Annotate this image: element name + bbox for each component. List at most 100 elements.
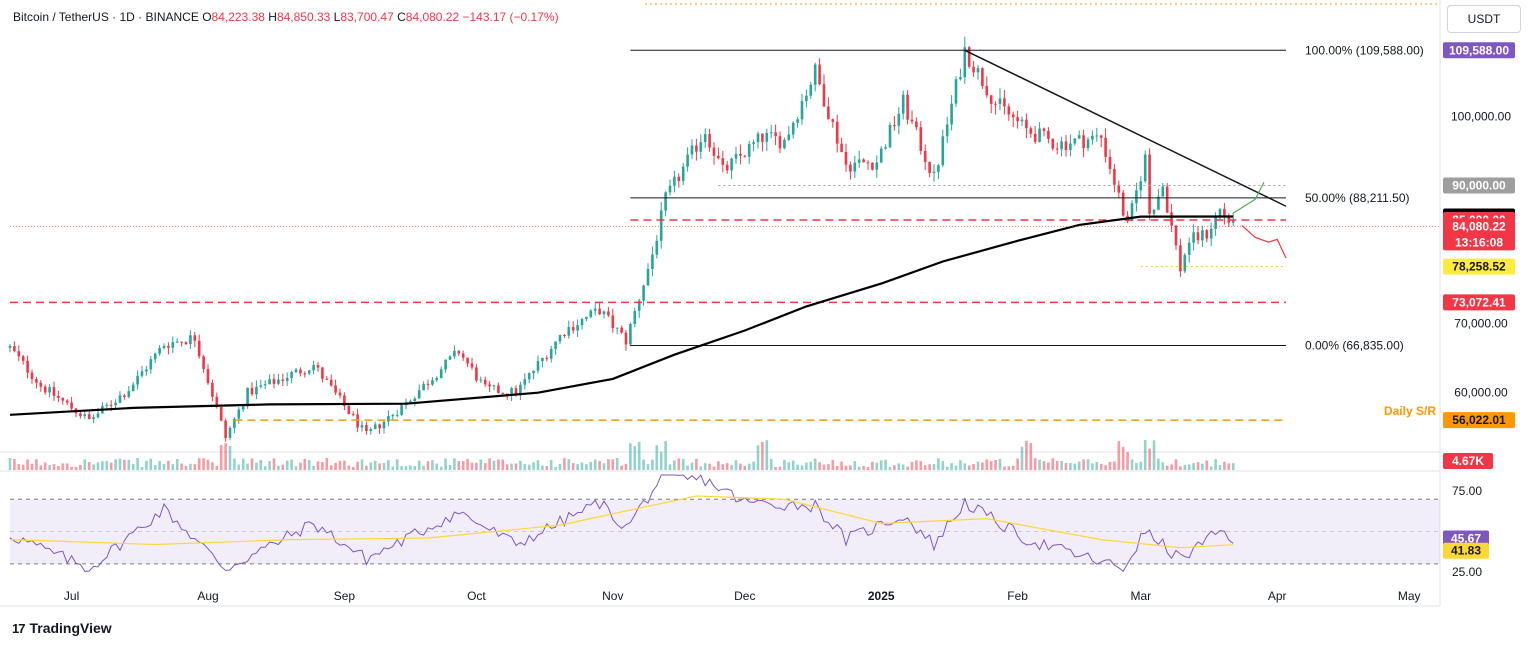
- candle-body: [285, 377, 289, 381]
- candle-body: [1148, 154, 1151, 214]
- volume-bar: [246, 463, 249, 470]
- candle-body: [277, 379, 280, 384]
- volume-bar: [8, 458, 12, 470]
- candle-body: [1069, 143, 1072, 151]
- candle-body: [470, 363, 474, 368]
- volume-bar: [395, 459, 399, 470]
- candle-body: [461, 353, 465, 358]
- volume-bar: [1117, 441, 1121, 470]
- candle-body: [519, 384, 522, 396]
- volume-bar: [1091, 463, 1094, 470]
- volume-bar: [928, 464, 931, 470]
- volume-bar: [149, 458, 153, 470]
- tradingview-brand[interactable]: 17 TradingView: [12, 620, 112, 636]
- volume-bar: [822, 464, 826, 470]
- volume-bar: [461, 461, 465, 470]
- volume-bar: [844, 465, 848, 470]
- candle-body: [607, 311, 610, 316]
- candle-body: [431, 380, 434, 385]
- volume-bar: [734, 460, 738, 470]
- candle-body: [356, 414, 359, 428]
- candle-body: [1038, 128, 1041, 142]
- ma-200-line: [9, 215, 1234, 416]
- candle-body: [950, 103, 953, 125]
- volume-bar: [602, 463, 606, 470]
- candle-body: [765, 132, 769, 142]
- candle-body: [937, 165, 940, 172]
- candle-body: [197, 340, 201, 357]
- candle-body: [536, 361, 540, 371]
- volume-bar: [866, 466, 870, 470]
- volume-bar: [554, 466, 557, 470]
- rsi-ma-line: [9, 495, 1234, 549]
- volume-bar: [202, 458, 205, 470]
- volume-bar: [479, 459, 483, 470]
- candle-body: [981, 68, 984, 86]
- candle-body: [347, 405, 351, 415]
- volume-bar: [1033, 458, 1037, 470]
- candle-body: [79, 413, 82, 417]
- volume-bar: [717, 461, 720, 470]
- volume-bar: [343, 460, 346, 470]
- volume-bar: [334, 462, 337, 470]
- candle-body: [1003, 98, 1006, 107]
- volume-bar: [39, 465, 43, 470]
- volume-bar: [1126, 451, 1129, 470]
- volume-bar: [96, 462, 100, 470]
- volume-bar: [369, 462, 373, 470]
- volume-bar: [932, 464, 936, 470]
- volume-bar: [1113, 461, 1116, 470]
- volume-bar: [87, 462, 91, 470]
- candle-body: [796, 119, 799, 123]
- volume-bar: [923, 465, 927, 470]
- candle-body: [83, 414, 87, 417]
- volume-bar: [527, 464, 531, 470]
- volume-bar: [444, 458, 447, 470]
- price-badge: [1443, 294, 1515, 311]
- volume-bar: [712, 466, 716, 470]
- volume-bar: [439, 466, 443, 470]
- volume-bar: [356, 461, 359, 470]
- volume-bar: [387, 460, 390, 470]
- candle-body: [237, 409, 241, 419]
- volume-bar: [114, 459, 117, 470]
- candle-body: [655, 240, 659, 255]
- candle-body: [241, 406, 245, 410]
- candle-body: [109, 404, 113, 406]
- currency-unit-button[interactable]: USDT: [1447, 5, 1521, 33]
- candle-body: [1091, 135, 1094, 140]
- candle-body: [985, 85, 989, 96]
- candle-body: [1086, 139, 1090, 149]
- volume-bar: [699, 466, 703, 470]
- candle-body: [444, 359, 447, 370]
- candle-body: [791, 122, 795, 135]
- candle-body: [1205, 230, 1209, 239]
- volume-bar: [655, 445, 659, 470]
- volume-bar: [360, 459, 364, 470]
- candle-body: [136, 375, 139, 385]
- time-tick-label: Nov: [602, 589, 623, 603]
- candle-body: [1029, 128, 1033, 134]
- symbol-title[interactable]: Bitcoin / TetherUS · 1D · BINANCE: [13, 10, 199, 24]
- volume-bar: [585, 464, 588, 470]
- candle-body: [1209, 228, 1213, 239]
- price-badge-countdown: 13:16:08: [1455, 235, 1503, 249]
- volume-bar: [21, 464, 25, 470]
- candle-body: [409, 400, 412, 403]
- volume-bar: [624, 463, 628, 470]
- volume-bar: [633, 446, 637, 470]
- candle-body: [668, 185, 672, 193]
- candle-body: [752, 142, 755, 144]
- candle-body: [61, 397, 65, 401]
- volume-bar: [1196, 462, 1200, 470]
- volume-bar: [1214, 459, 1217, 470]
- volume-bar: [140, 466, 144, 470]
- candle-body: [725, 164, 729, 171]
- rsi-value-label: 45.67: [1451, 532, 1481, 546]
- candle-body: [395, 414, 399, 416]
- volume-bar: [316, 461, 320, 470]
- candle-body: [171, 342, 175, 348]
- price-badge-label: 84,080.22: [1452, 219, 1506, 233]
- volume-badge: [1443, 453, 1493, 469]
